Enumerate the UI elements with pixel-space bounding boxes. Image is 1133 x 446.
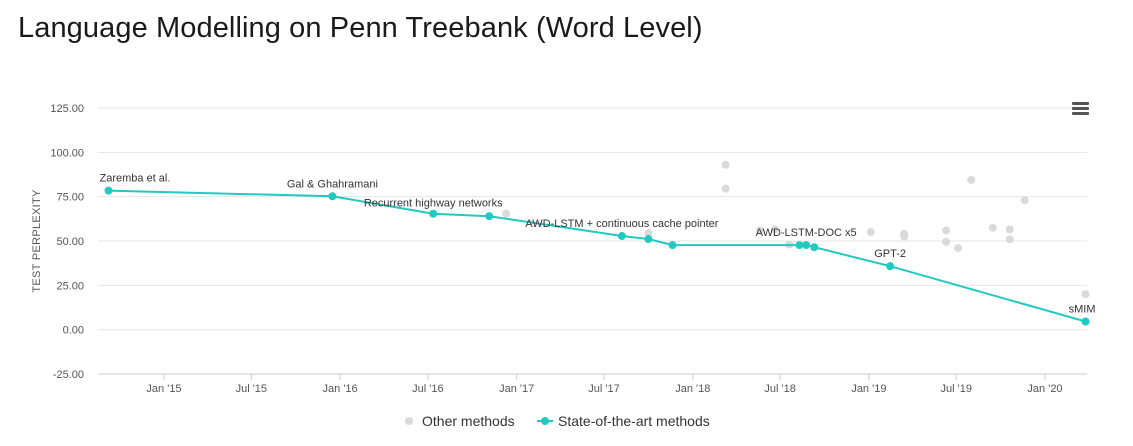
sota-line bbox=[108, 189, 1086, 323]
sota-point bbox=[668, 241, 677, 250]
y-tick-label: 100.00 bbox=[50, 147, 84, 159]
other-method-point bbox=[954, 244, 963, 253]
legend-item-other[interactable]: Other methods bbox=[405, 413, 515, 429]
y-tick-label: 125.00 bbox=[50, 103, 84, 115]
sota-point-label: AWD-LSTM + continuous cache pointer bbox=[525, 218, 718, 230]
sota-point bbox=[1081, 317, 1090, 326]
sota-point bbox=[485, 212, 494, 221]
legend-sota-marker bbox=[541, 417, 549, 425]
other-method-point bbox=[866, 228, 875, 237]
x-tick-label: Jul '15 bbox=[236, 383, 267, 395]
hamburger-menu-icon[interactable] bbox=[1072, 102, 1089, 115]
other-method-point bbox=[942, 226, 951, 235]
y-tick-label: 25.00 bbox=[56, 280, 84, 292]
sota-point-label: Recurrent highway networks bbox=[364, 198, 503, 210]
x-tick-label: Jan '15 bbox=[146, 383, 181, 395]
y-axis-ticks: 125.00 100.00 75.00 50.00 25.00 0.00 -25.00 bbox=[50, 103, 84, 381]
x-tick-label: Jul '18 bbox=[764, 383, 795, 395]
other-method-point bbox=[942, 237, 951, 246]
sota-point bbox=[886, 262, 895, 271]
x-tick-label: Jul '17 bbox=[588, 383, 619, 395]
other-method-point bbox=[755, 226, 764, 235]
x-axis-ticks: Jan '15 Jul '15 Jan '16 Jul '16 Jan '17 Jul '… bbox=[146, 374, 1063, 395]
x-tick-label: Jan '18 bbox=[675, 383, 710, 395]
other-method-point bbox=[1005, 235, 1014, 244]
other-method-point bbox=[502, 209, 511, 218]
other-method-point bbox=[1081, 290, 1090, 299]
sota-point-label: Zaremba et al. bbox=[100, 173, 171, 185]
x-tick-label: Jul '19 bbox=[940, 383, 971, 395]
sota-point bbox=[429, 209, 438, 218]
x-tick-label: Jul '16 bbox=[412, 383, 443, 395]
other-method-point bbox=[721, 184, 730, 193]
y-tick-label: 75.00 bbox=[56, 192, 84, 204]
legend-other-marker bbox=[405, 417, 413, 425]
other-method-point bbox=[967, 175, 976, 184]
sota-point-label: GPT-2 bbox=[874, 248, 906, 260]
y-tick-label: 50.00 bbox=[56, 236, 84, 248]
other-method-point bbox=[1020, 196, 1029, 205]
x-tick-label: Jan '20 bbox=[1027, 383, 1062, 395]
sota-points bbox=[104, 186, 1090, 326]
legend-other-label: Other methods bbox=[422, 413, 515, 429]
other-method-point bbox=[900, 232, 909, 241]
x-tick-label: Jan '19 bbox=[851, 383, 886, 395]
sota-point bbox=[795, 241, 804, 250]
other-method-point bbox=[1005, 225, 1014, 234]
sota-point bbox=[328, 192, 337, 201]
sota-point bbox=[617, 232, 626, 241]
sota-point-label: sMIM bbox=[1069, 304, 1096, 316]
y-tick-label: 0.00 bbox=[63, 325, 84, 337]
other-method-point bbox=[770, 225, 779, 234]
point-labels: Zaremba et al. Gal & Ghahramani Recurrent … bbox=[100, 173, 1096, 316]
sota-point bbox=[802, 241, 811, 250]
sota-point bbox=[810, 243, 819, 252]
other-method-point bbox=[644, 229, 653, 238]
sota-point-label: Gal & Ghahramani bbox=[287, 178, 378, 190]
sota-point bbox=[104, 186, 113, 195]
x-tick-label: Jan '17 bbox=[499, 383, 534, 395]
chart-title: Language Modelling on Penn Treebank (Wor… bbox=[18, 12, 703, 44]
legend-sota-label: State-of-the-art methods bbox=[558, 413, 710, 429]
sota-point-label: AWD-LSTM-DOC x5 bbox=[756, 227, 857, 239]
x-tick-label: Jan '16 bbox=[323, 383, 358, 395]
legend-item-sota[interactable]: State-of-the-art methods bbox=[537, 413, 710, 429]
other-method-point bbox=[721, 160, 730, 169]
other-methods-points bbox=[502, 160, 1090, 299]
other-method-point bbox=[988, 223, 997, 232]
y-tick-label: -25.00 bbox=[53, 369, 84, 381]
grid-lines bbox=[98, 107, 1087, 375]
y-axis-label: TEST PERPLEXITY bbox=[31, 189, 43, 293]
sota-point bbox=[644, 235, 653, 244]
